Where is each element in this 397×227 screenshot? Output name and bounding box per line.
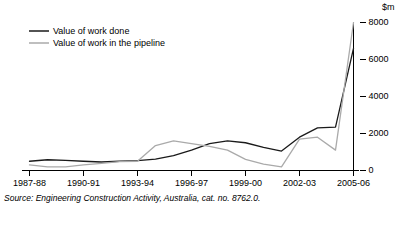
html-text:Source: Engineering Constructi: Source: Engineering Construction Activit… (4, 193, 261, 203)
svg-text:2000: 2000 (369, 128, 389, 138)
svg-text:6000: 6000 (369, 54, 389, 64)
svg-text:4000: 4000 (369, 91, 389, 101)
svg-text:1993-94: 1993-94 (121, 178, 154, 188)
svg-text:1999-00: 1999-00 (229, 178, 262, 188)
svg-text:2005-06: 2005-06 (337, 178, 370, 188)
svg-text:1990-91: 1990-91 (67, 178, 100, 188)
svg-text:1996-97: 1996-97 (175, 178, 208, 188)
html-text:Value of work done: Value of work done (53, 26, 130, 36)
svg-text:$m: $m (382, 2, 395, 12)
svg-text:8000: 8000 (369, 17, 389, 27)
svg-text:0: 0 (369, 165, 374, 175)
svg-text:1987-88: 1987-88 (13, 178, 46, 188)
svg-text:2002-03: 2002-03 (283, 178, 316, 188)
html-text:Value of work in the pipeline: Value of work in the pipeline (53, 38, 165, 48)
